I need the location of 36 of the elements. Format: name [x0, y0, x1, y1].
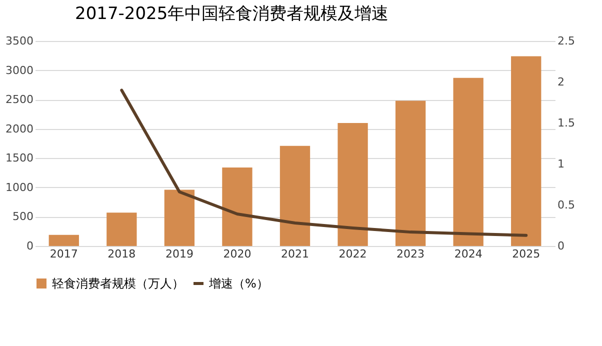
y-tick-label: 500: [12, 210, 34, 224]
bar: [222, 168, 252, 246]
y2-tick-label: 1: [558, 158, 564, 170]
bar: [338, 123, 368, 246]
legend-label: 增速（%）: [208, 276, 268, 290]
x-tick-label: 2018: [108, 248, 136, 260]
x-tick-label: 2025: [512, 248, 540, 260]
bar: [453, 78, 484, 246]
bar: [511, 56, 542, 246]
bar: [280, 146, 310, 246]
y-tick-label: 1000: [6, 180, 34, 194]
y-tick-label: 0: [26, 240, 34, 252]
x-tick-label: 2020: [223, 248, 252, 260]
y-tick-label: 3000: [6, 64, 34, 77]
y-tick-label: 1500: [6, 152, 34, 165]
y-tick-label: 2500: [6, 93, 34, 106]
bar: [106, 212, 137, 246]
y2-tick-label: 0: [558, 240, 564, 252]
x-tick-label: 2021: [281, 248, 309, 260]
line-series: [120, 88, 528, 237]
y-tick-label: 3500: [6, 34, 34, 48]
y2-tick-label: 0.5: [558, 198, 575, 212]
x-tick-label: 2017: [50, 248, 78, 260]
bar: [48, 234, 79, 246]
x-tick-label: 2022: [338, 248, 367, 260]
y2-tick-label: 2: [558, 76, 564, 88]
chart-title: 2017-2025年中国轻食消费者规模及增速: [75, 4, 389, 24]
y2-tick-label: 2.5: [558, 34, 575, 48]
bar: [164, 190, 195, 246]
x-tick-label: 2024: [454, 248, 482, 260]
bar: [395, 100, 426, 246]
legend-label: 轻食消费者规模（万人）: [52, 276, 184, 290]
y2-tick-label: 1.5: [558, 116, 575, 130]
y-tick-label: 2000: [6, 122, 34, 136]
x-tick-label: 2023: [396, 248, 425, 260]
x-tick-label: 2019: [165, 248, 194, 260]
